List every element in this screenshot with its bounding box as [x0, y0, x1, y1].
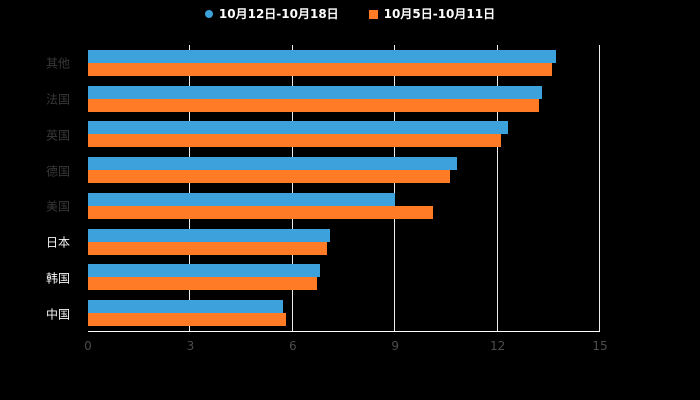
bar-row8-series2[interactable]	[88, 313, 286, 327]
x-axis-ticks: 0 3 6 9 12 15	[84, 339, 607, 355]
bar-row6-series1[interactable]	[88, 228, 331, 242]
x-tick-label: 0	[84, 339, 92, 353]
category-label: 美国	[45, 199, 70, 214]
legend-label: 10月12日-10月18日	[218, 7, 339, 21]
legend-marker-square-icon	[368, 9, 378, 19]
category-label: 德国	[45, 164, 70, 179]
legend-item-series2[interactable]: 10月5日-10月11日	[368, 7, 496, 21]
x-tick-label: 3	[186, 339, 195, 353]
gridline	[291, 45, 293, 331]
legend-marker-circle-icon	[204, 10, 213, 18]
bar-row2-series1[interactable]	[88, 85, 542, 99]
legend-label: 10月5日-10月11日	[383, 7, 496, 21]
bar-row1-series1[interactable]	[88, 49, 556, 63]
legend-item-series1[interactable]: 10月12日-10月18日	[204, 7, 339, 21]
bar-row5-series1[interactable]	[88, 192, 396, 206]
gridline	[496, 45, 498, 331]
bar-row7-series1[interactable]	[88, 264, 321, 278]
category-labels: 其他法国英国德国美国日本韩国中国	[0, 45, 78, 332]
gridline	[599, 45, 600, 331]
gridline	[394, 45, 396, 331]
bar-row1-series2[interactable]	[88, 62, 553, 76]
category-label: 中国	[45, 307, 70, 322]
category-label: 韩国	[45, 271, 70, 286]
x-tick-label: 15	[592, 339, 608, 353]
gridlines	[88, 45, 600, 331]
bars-layer	[88, 45, 600, 331]
bar-row5-series2[interactable]	[88, 205, 433, 219]
bar-row4-series1[interactable]	[88, 157, 457, 171]
x-tick-label: 12	[489, 339, 506, 353]
bar-row3-series1[interactable]	[88, 121, 508, 135]
bar-row6-series2[interactable]	[88, 241, 327, 255]
x-tick-label: 9	[391, 339, 400, 353]
bar-row7-series2[interactable]	[88, 277, 317, 291]
category-label: 日本	[45, 235, 70, 250]
plot-area	[88, 45, 600, 332]
category-label: 法国	[45, 92, 70, 107]
bar-row3-series2[interactable]	[88, 134, 501, 148]
category-label: 英国	[45, 128, 70, 143]
category-label: 其他	[45, 56, 70, 71]
x-tick-label: 6	[288, 339, 297, 353]
chart-legend: 10月12日-10月18日 10月5日-10月11日	[0, 7, 700, 21]
bar-row4-series2[interactable]	[88, 170, 450, 184]
gridline	[189, 45, 191, 331]
bar-row8-series1[interactable]	[88, 300, 283, 314]
bar-row2-series2[interactable]	[88, 98, 539, 112]
